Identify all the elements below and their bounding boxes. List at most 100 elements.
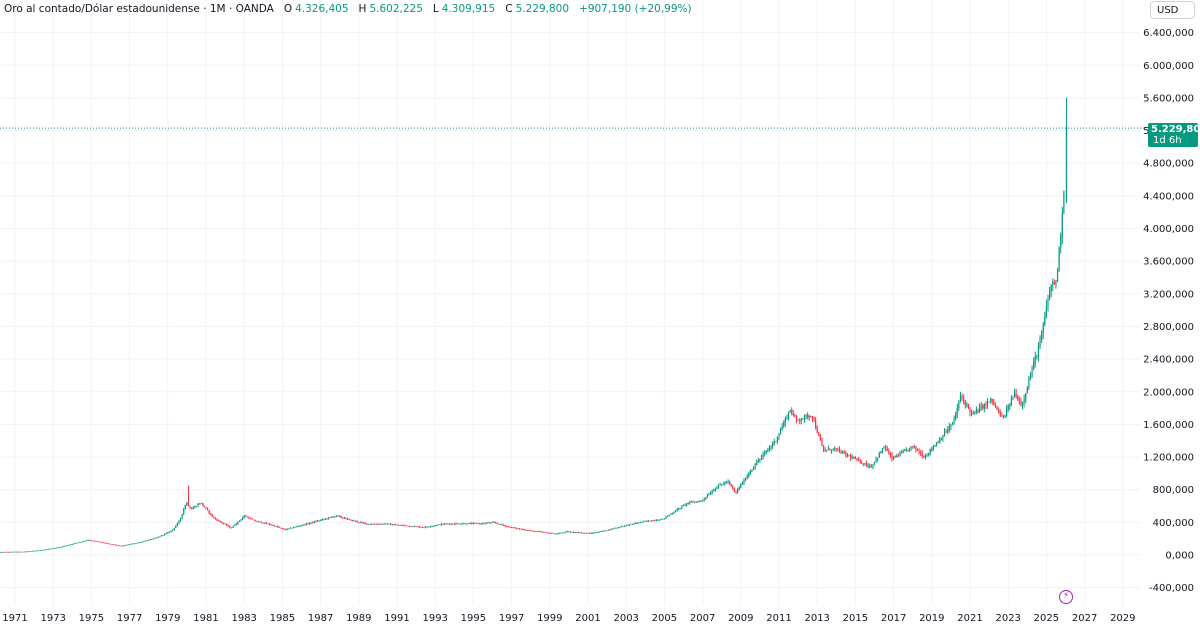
- candle-body: [391, 524, 393, 526]
- candle-body: [549, 533, 551, 534]
- candle-body: [746, 476, 748, 480]
- candle-body: [1004, 415, 1006, 418]
- candle-body: [194, 506, 196, 508]
- candle-body: [340, 516, 342, 518]
- candle-body: [673, 512, 675, 514]
- candle-body: [918, 450, 920, 453]
- candle-body: [197, 504, 199, 507]
- close-label: C: [505, 3, 513, 15]
- candle-body: [764, 452, 766, 455]
- candle-body: [208, 510, 210, 514]
- high-value: 5.602,225: [369, 3, 423, 15]
- candle-body: [905, 449, 907, 451]
- candle-body: [49, 548, 51, 550]
- candle-body: [859, 459, 861, 463]
- candle-body: [576, 532, 578, 534]
- candle-body: [604, 530, 607, 532]
- candle-body: [994, 404, 997, 407]
- candle-body: [235, 523, 237, 526]
- y-tick-label: 3.600,000: [1143, 257, 1194, 268]
- candle-body: [378, 523, 381, 525]
- candle-body: [453, 523, 455, 525]
- candle-body: [109, 543, 112, 545]
- candle-body: [176, 523, 178, 526]
- candle-body: [717, 484, 720, 488]
- candle-body: [853, 457, 855, 459]
- candle-body: [983, 403, 985, 409]
- candle-body: [277, 526, 279, 528]
- candle-body: [86, 540, 88, 542]
- candle-body: [11, 551, 13, 553]
- candle-body: [686, 503, 688, 505]
- candle-body: [668, 514, 670, 517]
- candle-body: [708, 494, 710, 496]
- candle-body: [584, 532, 586, 534]
- candle-body: [498, 523, 500, 525]
- candle-body: [1058, 247, 1060, 271]
- candle-body: [719, 484, 721, 486]
- candle-body: [148, 539, 150, 541]
- candle-body: [913, 446, 915, 448]
- candle-body: [331, 516, 333, 518]
- flash-icon[interactable]: ⚡: [1059, 590, 1073, 604]
- candle-body: [1026, 387, 1028, 394]
- y-tick-label: 4.400,000: [1143, 191, 1194, 202]
- candle-body: [795, 416, 798, 420]
- candle-body: [54, 547, 56, 549]
- candle-body: [830, 450, 833, 452]
- candle-body: [679, 508, 681, 509]
- candle-body: [366, 523, 368, 525]
- candle-body: [251, 518, 253, 520]
- candle-body: [347, 518, 349, 520]
- candle-body: [105, 542, 107, 544]
- candle-body: [826, 449, 828, 451]
- candle-body: [845, 452, 847, 456]
- candle-body: [702, 499, 704, 501]
- candle-body: [171, 529, 174, 531]
- candle-body: [423, 527, 425, 529]
- y-axis[interactable]: 6.400,0006.000,0005.600,0005.200,0004.80…: [1143, 28, 1194, 594]
- candle-body: [463, 523, 465, 525]
- candle-body: [343, 518, 346, 519]
- candle-body: [1056, 270, 1059, 282]
- candle-body: [211, 514, 213, 517]
- candle-body: [792, 414, 794, 416]
- candle-body: [518, 528, 521, 530]
- candle-body: [744, 479, 747, 480]
- x-axis[interactable]: 1971 1973 1975 1977 1979 1981 1983 1985 1987 1989…: [2, 613, 1135, 624]
- candle-body: [93, 540, 96, 542]
- candle-body: [1063, 191, 1065, 213]
- candle-body: [275, 526, 277, 528]
- candle-body: [754, 465, 756, 468]
- x-tick-label: 1971: [2, 613, 27, 624]
- x-tick-label: 1997: [499, 613, 524, 624]
- candle-body: [487, 522, 489, 524]
- candle-body: [41, 550, 43, 551]
- candle-body: [136, 542, 139, 544]
- candle-body: [713, 490, 715, 492]
- currency-selector[interactable]: USD: [1150, 1, 1195, 19]
- candle-body: [358, 521, 360, 523]
- candle-body: [760, 456, 763, 460]
- candle-body: [214, 518, 217, 520]
- candle-body: [947, 429, 949, 433]
- candle-body: [496, 523, 498, 524]
- candle-body: [797, 419, 799, 421]
- x-tick-label: 1977: [117, 613, 142, 624]
- candle-body: [740, 484, 742, 488]
- candle-body: [687, 502, 689, 504]
- candle-body: [38, 550, 40, 552]
- candle-body: [20, 551, 22, 553]
- candle-body: [219, 520, 221, 522]
- candle-body: [447, 523, 449, 525]
- candle-body: [706, 495, 708, 498]
- candle-body: [974, 412, 976, 414]
- candle-body: [130, 543, 132, 545]
- candle-body: [595, 532, 597, 534]
- candle-body: [337, 515, 339, 517]
- candle-body: [66, 545, 69, 547]
- candle-body: [323, 519, 325, 521]
- symbol-title[interactable]: Oro al contado/Dólar estadounidense · 1M…: [4, 3, 274, 15]
- candle-body: [856, 458, 858, 460]
